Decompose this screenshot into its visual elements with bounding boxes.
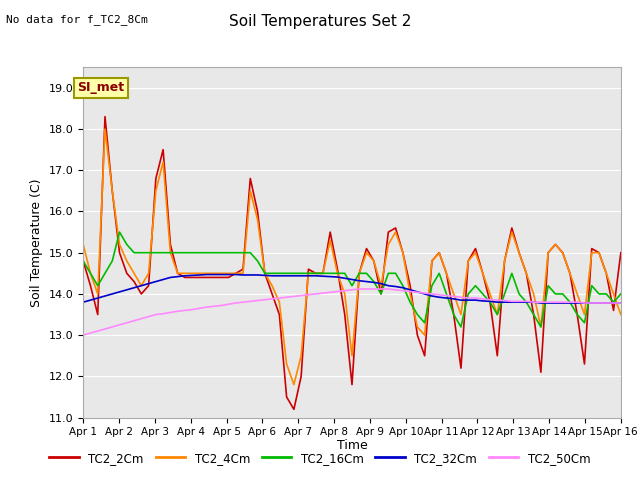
TC2_4Cm	[515, 250, 523, 255]
TC2_50Cm	[515, 299, 523, 304]
TC2_2Cm	[537, 370, 545, 375]
Text: Soil Temperatures Set 2: Soil Temperatures Set 2	[229, 14, 411, 29]
TC2_4Cm	[130, 270, 138, 276]
TC2_2Cm	[522, 270, 530, 276]
TC2_16Cm	[130, 250, 138, 255]
Text: SI_met: SI_met	[77, 81, 125, 94]
TC2_4Cm	[500, 258, 508, 264]
TC2_16Cm	[116, 229, 124, 235]
TC2_2Cm	[101, 114, 109, 120]
TC2_2Cm	[515, 250, 523, 255]
TC2_4Cm	[79, 241, 87, 247]
TC2_16Cm	[617, 291, 625, 297]
TC2_50Cm	[617, 300, 625, 306]
TC2_32Cm	[123, 287, 131, 293]
TC2_32Cm	[537, 300, 545, 306]
TC2_2Cm	[617, 250, 625, 255]
TC2_4Cm	[101, 126, 109, 132]
Line: TC2_50Cm: TC2_50Cm	[83, 289, 621, 335]
TC2_4Cm	[573, 291, 581, 297]
TC2_32Cm	[79, 300, 87, 305]
X-axis label: Time: Time	[337, 439, 367, 452]
TC2_50Cm	[508, 299, 516, 304]
TC2_50Cm	[123, 320, 131, 325]
TC2_32Cm	[617, 300, 625, 306]
Y-axis label: Soil Temperature (C): Soil Temperature (C)	[30, 178, 43, 307]
TC2_2Cm	[573, 312, 581, 317]
TC2_4Cm	[537, 324, 545, 330]
Line: TC2_32Cm: TC2_32Cm	[83, 275, 621, 303]
Legend: TC2_2Cm, TC2_4Cm, TC2_16Cm, TC2_32Cm, TC2_50Cm: TC2_2Cm, TC2_4Cm, TC2_16Cm, TC2_32Cm, TC…	[45, 447, 595, 469]
TC2_16Cm	[79, 258, 87, 264]
TC2_16Cm	[457, 324, 465, 330]
TC2_2Cm	[500, 258, 508, 264]
TC2_50Cm	[355, 286, 363, 292]
TC2_32Cm	[508, 300, 516, 305]
Line: TC2_16Cm: TC2_16Cm	[83, 232, 621, 327]
TC2_16Cm	[537, 324, 545, 330]
TC2_16Cm	[573, 312, 581, 317]
TC2_2Cm	[130, 279, 138, 285]
TC2_2Cm	[290, 407, 298, 412]
TC2_32Cm	[573, 300, 581, 306]
TC2_4Cm	[522, 270, 530, 276]
TC2_50Cm	[493, 297, 501, 303]
TC2_4Cm	[617, 312, 625, 317]
TC2_32Cm	[203, 272, 211, 277]
TC2_16Cm	[515, 291, 523, 297]
TC2_50Cm	[530, 300, 538, 305]
Text: No data for f_TC2_8Cm: No data for f_TC2_8Cm	[6, 14, 148, 25]
TC2_16Cm	[522, 300, 530, 305]
TC2_32Cm	[530, 300, 538, 305]
TC2_32Cm	[493, 300, 501, 305]
Line: TC2_4Cm: TC2_4Cm	[83, 129, 621, 384]
TC2_16Cm	[500, 291, 508, 297]
TC2_50Cm	[79, 332, 87, 338]
TC2_4Cm	[290, 382, 298, 387]
TC2_2Cm	[79, 258, 87, 264]
TC2_50Cm	[566, 300, 574, 305]
Line: TC2_2Cm: TC2_2Cm	[83, 117, 621, 409]
TC2_32Cm	[515, 300, 523, 305]
